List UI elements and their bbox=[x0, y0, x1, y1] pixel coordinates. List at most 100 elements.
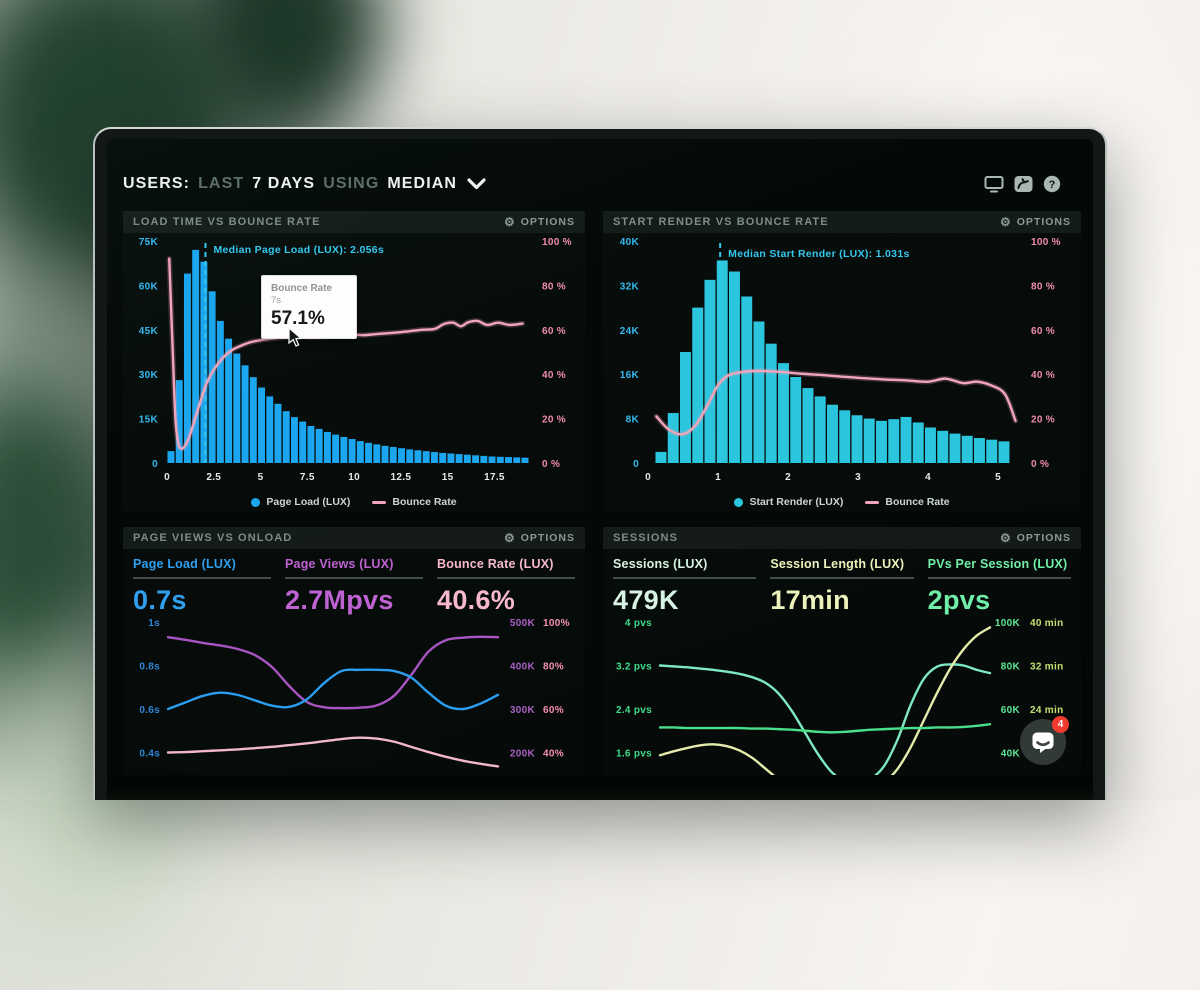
svg-text:40 min: 40 min bbox=[1030, 618, 1063, 629]
svg-text:80K: 80K bbox=[1001, 662, 1021, 673]
title-segment: LAST bbox=[198, 175, 245, 192]
svg-text:40 %: 40 % bbox=[1031, 370, 1055, 381]
svg-text:100 %: 100 % bbox=[542, 237, 572, 248]
svg-text:0 %: 0 % bbox=[1031, 459, 1049, 470]
svg-text:24K: 24K bbox=[620, 326, 640, 337]
title-segment: USERS: bbox=[123, 175, 191, 192]
metric-pvs-per-session: PVs Per Session (LUX) 2pvs bbox=[927, 557, 1071, 616]
page-title: USERS: LAST 7 DAYS USING MEDIAN bbox=[123, 175, 486, 193]
panel-title: LOAD TIME VS BOUNCE RATE bbox=[133, 216, 321, 228]
title-segment: MEDIAN bbox=[387, 175, 458, 192]
legend-bounce-rate[interactable]: Bounce Rate bbox=[865, 496, 950, 508]
svg-text:0.6s: 0.6s bbox=[139, 705, 160, 716]
legend-start-render[interactable]: Start Render (LUX) bbox=[734, 496, 843, 508]
page-views-line-chart[interactable]: 1s 0.8s 0.6s 0.4s 500K 400K 300K 200K 100% 80% 60%… bbox=[123, 616, 585, 775]
svg-text:7.5: 7.5 bbox=[300, 472, 315, 483]
svg-text:40K: 40K bbox=[620, 237, 640, 248]
metric-page-views: Page Views (LUX) 2.7Mpvs bbox=[285, 557, 423, 616]
legend-bounce-rate[interactable]: Bounce Rate bbox=[372, 496, 457, 508]
mouse-cursor bbox=[288, 327, 303, 347]
sessions-line-chart[interactable]: 4 pvs 3.2 pvs 2.4 pvs 1.6 pvs 100K 80K 60K 40K 4… bbox=[603, 616, 1081, 775]
svg-text:0: 0 bbox=[152, 459, 158, 470]
panel-load-time-vs-bounce-rate: LOAD TIME VS BOUNCE RATE ⚙ OPTIONS 75K 60… bbox=[123, 211, 585, 511]
dot-swatch bbox=[251, 497, 261, 507]
header-toolbar: ? bbox=[984, 174, 1062, 194]
metric-session-length: Session Length (LUX) 17min bbox=[770, 557, 914, 616]
svg-text:1.6 pvs: 1.6 pvs bbox=[616, 749, 652, 760]
svg-text:4 pvs: 4 pvs bbox=[625, 618, 652, 629]
svg-text:60 %: 60 % bbox=[542, 326, 566, 337]
chart-legend: Page Load (LUX) Bounce Rate bbox=[123, 493, 585, 511]
svg-text:4: 4 bbox=[925, 472, 931, 483]
panel-title: SESSIONS bbox=[613, 532, 679, 544]
load-time-histogram-chart[interactable]: 75K 60K 45K 30K 15K 0 100 % 80 % 60 % 40 % 20 % 0 %… bbox=[123, 233, 585, 493]
svg-text:30K: 30K bbox=[139, 370, 159, 381]
svg-text:80 %: 80 % bbox=[542, 281, 566, 292]
svg-text:12.5: 12.5 bbox=[391, 472, 412, 483]
svg-text:0: 0 bbox=[164, 472, 170, 483]
line-swatch bbox=[865, 500, 880, 504]
legend-page-load[interactable]: Page Load (LUX) bbox=[251, 496, 350, 508]
svg-text:32 min: 32 min bbox=[1030, 662, 1063, 673]
svg-text:3: 3 bbox=[855, 472, 861, 483]
laptop-screen: USERS: LAST 7 DAYS USING MEDIAN ? LOAD T… bbox=[107, 139, 1093, 800]
options-button[interactable]: ⚙ OPTIONS bbox=[999, 531, 1071, 545]
svg-text:20 %: 20 % bbox=[542, 415, 566, 426]
svg-text:2: 2 bbox=[785, 472, 791, 483]
svg-text:2.5: 2.5 bbox=[206, 472, 221, 483]
panel-page-views-vs-onload: PAGE VIEWS VS ONLOAD ⚙ OPTIONS Page Load… bbox=[123, 527, 585, 775]
gear-icon: ⚙ bbox=[503, 531, 516, 545]
svg-text:5: 5 bbox=[995, 472, 1001, 483]
laptop-bottom-bezel bbox=[107, 775, 1093, 800]
svg-text:?: ? bbox=[1049, 179, 1056, 191]
panel-start-render-vs-bounce-rate: START RENDER VS BOUNCE RATE ⚙ OPTIONS 40… bbox=[603, 211, 1081, 511]
svg-text:2.4 pvs: 2.4 pvs bbox=[616, 705, 652, 716]
chat-launcher-button[interactable]: 4 bbox=[1020, 716, 1069, 765]
panel-title: PAGE VIEWS VS ONLOAD bbox=[133, 532, 293, 544]
metric-page-load: Page Load (LUX) 0.7s bbox=[133, 557, 271, 616]
panel-header: SESSIONS ⚙ OPTIONS bbox=[603, 527, 1081, 549]
title-segment: 7 DAYS bbox=[252, 175, 316, 192]
options-button[interactable]: ⚙ OPTIONS bbox=[999, 215, 1071, 229]
start-render-histogram-chart[interactable]: 40K 32K 24K 16K 8K 0 100 % 80 % 60 % 40 % 20 % 0 % 0… bbox=[603, 233, 1081, 493]
svg-text:24 min: 24 min bbox=[1030, 705, 1063, 716]
chat-bubble-icon bbox=[1032, 732, 1054, 753]
share-icon[interactable] bbox=[1013, 174, 1033, 194]
svg-text:Median Page Load (LUX): 2.056s: Median Page Load (LUX): 2.056s bbox=[213, 244, 384, 256]
svg-text:16K: 16K bbox=[620, 370, 640, 381]
display-icon[interactable] bbox=[984, 174, 1004, 194]
svg-text:0: 0 bbox=[645, 472, 651, 483]
svg-text:40%: 40% bbox=[543, 749, 564, 760]
dashboard-header: USERS: LAST 7 DAYS USING MEDIAN ? bbox=[123, 171, 1062, 197]
notification-badge: 4 bbox=[1052, 716, 1069, 733]
panel-header: PAGE VIEWS VS ONLOAD ⚙ OPTIONS bbox=[123, 527, 585, 549]
svg-text:17.5: 17.5 bbox=[484, 472, 505, 483]
svg-text:300K: 300K bbox=[510, 705, 536, 716]
gear-icon: ⚙ bbox=[503, 215, 516, 229]
options-button[interactable]: ⚙ OPTIONS bbox=[503, 215, 575, 229]
svg-text:40K: 40K bbox=[1001, 749, 1021, 760]
svg-text:15K: 15K bbox=[139, 415, 159, 426]
svg-text:100 %: 100 % bbox=[1031, 237, 1061, 248]
panel-header: START RENDER VS BOUNCE RATE ⚙ OPTIONS bbox=[603, 211, 1081, 233]
svg-text:75K: 75K bbox=[139, 237, 159, 248]
panel-title: START RENDER VS BOUNCE RATE bbox=[613, 216, 829, 228]
svg-text:Median Start Render (LUX): 1.0: Median Start Render (LUX): 1.031s bbox=[728, 248, 909, 260]
gear-icon: ⚙ bbox=[999, 531, 1012, 545]
chevron-down-icon[interactable] bbox=[467, 178, 486, 190]
options-button[interactable]: ⚙ OPTIONS bbox=[503, 531, 575, 545]
svg-text:100%: 100% bbox=[543, 618, 570, 629]
svg-text:60K: 60K bbox=[1001, 705, 1021, 716]
title-segment: USING bbox=[323, 175, 380, 192]
dot-swatch bbox=[734, 497, 744, 507]
svg-text:0.4s: 0.4s bbox=[139, 749, 160, 760]
metric-sessions: Sessions (LUX) 479K bbox=[613, 557, 757, 616]
chart-legend: Start Render (LUX) Bounce Rate bbox=[603, 493, 1081, 511]
help-icon[interactable]: ? bbox=[1042, 174, 1062, 194]
metrics-row: Sessions (LUX) 479K Session Length (LUX)… bbox=[603, 549, 1081, 616]
gear-icon: ⚙ bbox=[999, 215, 1012, 229]
svg-text:200K: 200K bbox=[510, 749, 536, 760]
svg-text:60 %: 60 % bbox=[1031, 326, 1055, 337]
svg-text:45K: 45K bbox=[139, 326, 159, 337]
svg-text:1s: 1s bbox=[148, 618, 160, 629]
